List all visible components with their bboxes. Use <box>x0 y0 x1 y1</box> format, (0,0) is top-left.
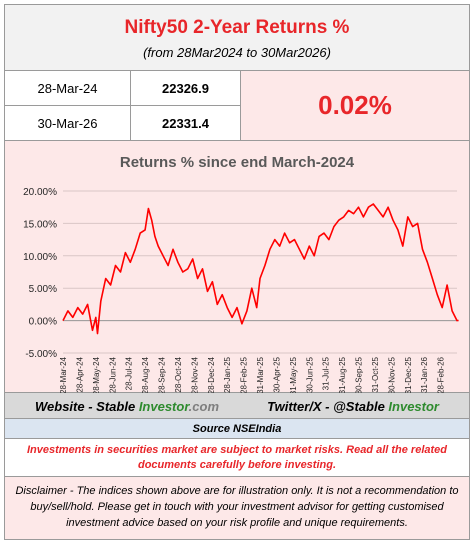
x-tick-label: 30-Jun-25 <box>305 356 314 393</box>
header: Nifty50 2-Year Returns % (from 28Mar2024… <box>5 5 469 71</box>
x-tick-label: 31-May-25 <box>289 356 298 393</box>
series-line <box>62 203 459 335</box>
y-tick-label: -5.00% <box>25 349 57 360</box>
x-tick-label: 31-Jan-26 <box>420 356 429 393</box>
start-date-cell: 28-Mar-24 <box>5 71 131 106</box>
x-tick-label: 31-Jul-25 <box>322 356 331 390</box>
twitter-brand: Investor <box>388 399 439 414</box>
x-tick-label: 30-Sep-25 <box>355 356 364 393</box>
x-tick-label: 31-Oct-25 <box>371 356 380 392</box>
x-tick-label: 31-Dec-25 <box>404 356 413 393</box>
x-tick-label: 31-Aug-25 <box>338 356 347 393</box>
end-value-cell: 22331.4 <box>131 106 241 141</box>
social-bar: Website - Stable Investor.com Twitter/X … <box>5 393 469 419</box>
chart-title: Returns % since end March-2024 <box>120 154 355 171</box>
page-title: Nifty50 2-Year Returns % <box>124 17 350 38</box>
x-tick-label: 30-Apr-25 <box>272 356 281 392</box>
x-tick-label: 28-Dec-24 <box>207 356 216 393</box>
gridlines <box>63 190 457 354</box>
returns-chart: Returns % since end March-2024 -5.00% 0.0… <box>5 141 469 395</box>
x-tick-label: 28-Feb-26 <box>437 356 446 393</box>
x-tick-label: 28-Apr-24 <box>75 356 84 392</box>
x-tick-label: 28-Oct-24 <box>174 356 183 392</box>
x-tick-label: 28-Feb-25 <box>240 356 249 393</box>
chart-svg: Returns % since end March-2024 -5.00% 0.0… <box>23 154 459 395</box>
start-value-cell: 22326.9 <box>131 71 241 106</box>
y-tick-label: 15.00% <box>23 219 57 230</box>
x-tick-label: 31-Mar-25 <box>256 356 265 393</box>
source-note: Source NSEIndia <box>5 419 469 439</box>
y-tick-label: 5.00% <box>29 284 57 295</box>
website-brand: Investor <box>138 399 189 414</box>
x-tick-label: 28-Jan-25 <box>223 356 232 393</box>
disclaimer: Disclaimer - The indices shown above are… <box>5 477 469 539</box>
x-tick-label: 30-Nov-25 <box>387 356 396 393</box>
y-tick-label: 10.00% <box>23 252 57 263</box>
twitter-label: Twitter/X - @Stable <box>267 399 385 414</box>
x-tick-label: 28-Nov-24 <box>190 356 199 393</box>
series-area <box>62 203 459 335</box>
return-value: 0.02% <box>241 71 469 141</box>
x-tick-label: 28-Jun-24 <box>108 356 117 393</box>
report-card: Nifty50 2-Year Returns % (from 28Mar2024… <box>4 4 470 540</box>
y-axis: -5.00% 0.00% 5.00% 10.00% 15.00% 20.00% <box>23 187 57 360</box>
end-date-cell: 30-Mar-26 <box>5 106 131 141</box>
x-tick-label: 28-May-24 <box>92 356 101 393</box>
y-tick-label: 0.00% <box>29 317 57 328</box>
x-axis: 28-Mar-24 28-Apr-24 28-May-24 28-Jun-24 28-J… <box>59 356 446 395</box>
y-tick-label: 20.00% <box>23 187 57 198</box>
returns-table: 28-Mar-24 22326.9 30-Mar-26 22331.4 0.02… <box>5 71 469 141</box>
x-tick-label: 28-Mar-24 <box>59 356 68 393</box>
website-link[interactable]: Website - Stable Investor.com <box>35 399 219 414</box>
page-subtitle: (from 28Mar2024 to 30Mar2026) <box>143 45 331 60</box>
x-tick-label: 28-Jul-24 <box>125 356 134 390</box>
x-tick-label: 28-Aug-24 <box>141 356 150 393</box>
twitter-link[interactable]: Twitter/X - @Stable Investor <box>267 399 439 414</box>
website-domain: .com <box>188 399 220 414</box>
x-tick-label: 28-Sep-24 <box>158 356 167 393</box>
website-label: Website - Stable <box>35 399 136 414</box>
risk-warning: Investments in securities market are sub… <box>5 439 469 477</box>
